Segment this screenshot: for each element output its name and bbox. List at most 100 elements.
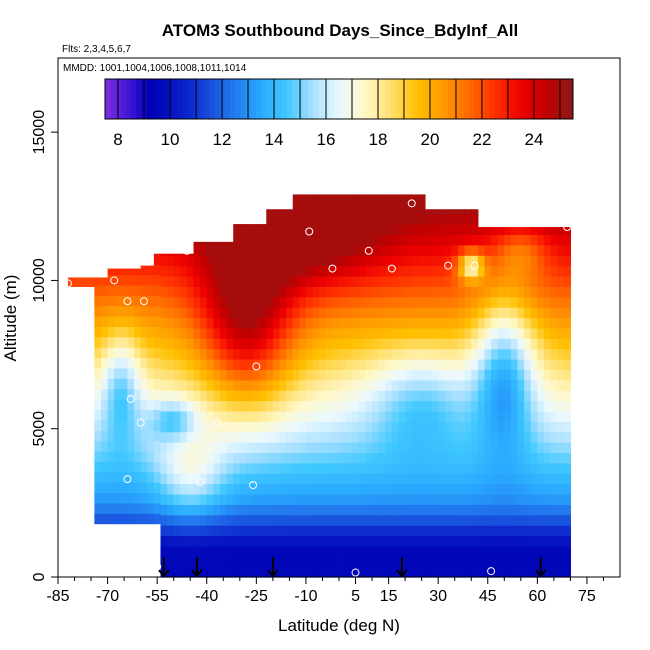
heatmap-cell: [458, 224, 466, 236]
heatmap-cell: [120, 378, 129, 390]
heatmap-cell: [352, 338, 360, 350]
heatmap-cell: [153, 367, 162, 379]
colorbar-segment: [318, 79, 324, 119]
heatmap-cell: [180, 379, 188, 391]
heatmap-cell: [451, 213, 459, 225]
heatmap-cell: [100, 277, 109, 286]
heatmap-cell: [272, 452, 281, 464]
heatmap-cell: [339, 244, 347, 256]
heatmap-cell: [140, 305, 148, 317]
heatmap-cell: [510, 504, 519, 516]
heatmap-cell: [385, 255, 393, 267]
heatmap-cell: [312, 327, 320, 339]
heatmap-cell: [127, 367, 135, 379]
heatmap-cell: [259, 307, 267, 319]
heatmap-cell: [200, 504, 208, 516]
heatmap-cell: [213, 431, 221, 443]
heatmap-cell: [352, 348, 360, 360]
heatmap-cell: [444, 483, 452, 495]
heatmap-cell: [219, 244, 228, 256]
heatmap-cell: [543, 452, 552, 464]
heatmap-cell: [358, 327, 367, 339]
heatmap-cell: [226, 338, 234, 350]
heatmap-cell: [385, 296, 393, 308]
heatmap-cell: [292, 369, 300, 381]
heatmap-cell: [444, 410, 452, 422]
heatmap-cell: [550, 227, 558, 236]
heatmap-cell: [94, 336, 102, 348]
heatmap-cell: [543, 286, 552, 298]
heatmap-cell: [451, 431, 459, 443]
heatmap-cell: [378, 390, 386, 402]
heatmap-cell: [186, 359, 195, 370]
heatmap-cell: [530, 255, 538, 267]
heatmap-cell: [286, 327, 294, 339]
heatmap-cell: [557, 535, 565, 547]
heatmap-cell: [510, 296, 519, 308]
heatmap-cell: [246, 442, 254, 454]
heatmap-cell: [332, 286, 340, 298]
heatmap-cell: [424, 566, 433, 578]
heatmap-cell: [550, 462, 558, 474]
heatmap-cell: [272, 462, 281, 474]
heatmap-cell: [213, 545, 221, 557]
heatmap-cell: [524, 234, 532, 246]
heatmap-cell: [305, 400, 314, 412]
heatmap-cell: [140, 399, 148, 411]
heatmap-cell: [543, 359, 552, 370]
heatmap-cell: [491, 348, 499, 360]
heatmap-cell: [378, 431, 386, 443]
heatmap-cell: [398, 265, 406, 277]
heatmap-cell: [543, 545, 552, 557]
heatmap-cell: [431, 209, 439, 215]
colorbar-segment: [380, 79, 387, 119]
heatmap-cell: [180, 556, 188, 568]
heatmap-cell: [484, 473, 492, 485]
heatmap-cell: [431, 275, 439, 287]
heatmap-cell: [524, 473, 532, 485]
heatmap-cell: [312, 400, 320, 412]
heatmap-cell: [239, 359, 248, 370]
heatmap-cell: [167, 452, 175, 464]
heatmap-cell: [259, 421, 267, 433]
heatmap-cell: [206, 400, 214, 412]
heatmap-cell: [239, 327, 248, 339]
heatmap-cell: [557, 255, 565, 267]
heatmap-cell: [418, 244, 426, 256]
heatmap-cell: [424, 286, 433, 298]
heatmap-cell: [471, 255, 479, 267]
heatmap-cell: [114, 482, 122, 494]
heatmap-cell: [206, 265, 214, 277]
heatmap-cell: [530, 442, 538, 454]
heatmap-cell: [153, 357, 162, 369]
heatmap-cell: [451, 209, 459, 215]
heatmap-cell: [424, 410, 433, 422]
heatmap-cell: [497, 338, 505, 350]
heatmap-cell: [173, 483, 181, 495]
heatmap-cell: [391, 286, 400, 298]
heatmap-cell: [424, 535, 433, 547]
heatmap-cell: [391, 421, 400, 433]
heatmap-cell: [563, 493, 572, 505]
heatmap-cell: [405, 431, 413, 443]
heatmap-cell: [378, 213, 386, 225]
x-tick-label: -70: [96, 588, 119, 605]
heatmap-cell: [114, 461, 122, 473]
heatmap-cell: [431, 566, 439, 578]
heatmap-cell: [186, 253, 195, 256]
heatmap-cell: [319, 442, 327, 454]
heatmap-cell: [405, 493, 413, 505]
heatmap-cell: [517, 525, 525, 537]
heatmap-cell: [477, 296, 486, 308]
heatmap-cell: [398, 369, 406, 381]
heatmap-cell: [259, 556, 267, 568]
heatmap-cell: [543, 338, 552, 350]
heatmap-cell: [345, 317, 353, 329]
heatmap-cell: [405, 307, 413, 319]
heatmap-cell: [537, 493, 545, 505]
heatmap-cell: [266, 317, 274, 329]
heatmap-cell: [458, 338, 466, 350]
heatmap-cell: [345, 473, 353, 485]
heatmap-cell: [292, 410, 300, 422]
heatmap-cell: [140, 502, 148, 514]
